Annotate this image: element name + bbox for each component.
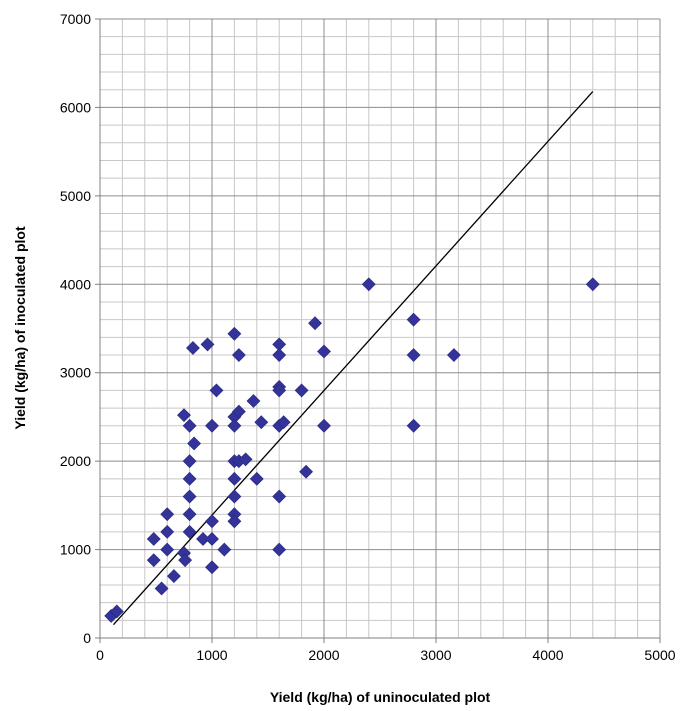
data-point xyxy=(146,553,161,568)
y-tick-label: 1000 xyxy=(60,542,91,558)
data-point xyxy=(186,341,200,355)
data-point xyxy=(361,277,376,292)
data-point xyxy=(272,383,287,398)
x-tick-label: 1000 xyxy=(196,647,227,663)
data-point xyxy=(205,418,219,433)
data-point xyxy=(406,418,421,433)
data-point xyxy=(209,383,224,398)
data-point xyxy=(160,524,175,539)
data-point xyxy=(200,337,215,352)
axes xyxy=(95,18,661,643)
data-point xyxy=(446,348,461,362)
data-point xyxy=(205,514,219,529)
data-point xyxy=(187,436,202,451)
data-point xyxy=(231,348,246,362)
grid-minor xyxy=(100,19,660,638)
data-point xyxy=(182,471,197,486)
data-point xyxy=(227,418,242,433)
y-tick-label: 6000 xyxy=(60,99,91,115)
data-point xyxy=(166,569,181,584)
data-point xyxy=(227,326,242,341)
data-point xyxy=(294,383,309,398)
data-point xyxy=(227,489,242,504)
y-tick-label: 0 xyxy=(83,630,91,646)
data-point xyxy=(317,344,331,359)
data-point xyxy=(272,542,287,557)
y-tick-label: 2000 xyxy=(60,453,91,469)
data-point xyxy=(317,418,331,433)
data-point xyxy=(231,404,246,419)
data-point xyxy=(109,604,124,619)
x-tick-label: 3000 xyxy=(420,647,451,663)
data-point xyxy=(182,507,197,522)
grid-major xyxy=(99,18,661,639)
data-point xyxy=(254,415,269,430)
y-tick-label: 3000 xyxy=(60,365,91,381)
trend-line xyxy=(112,91,594,626)
data-point xyxy=(160,542,175,557)
x-axis-title: Yield (kg/ha) of uninoculated plot xyxy=(270,689,491,705)
x-tick-label: 4000 xyxy=(532,647,563,663)
data-point xyxy=(154,581,169,596)
data-point xyxy=(585,277,600,292)
x-tick-label: 2000 xyxy=(308,647,339,663)
x-tick-labels: 0 1000 2000 3000 4000 5000 xyxy=(96,647,676,663)
y-tick-label: 7000 xyxy=(60,11,91,27)
x-tick-label: 5000 xyxy=(644,647,675,663)
data-point xyxy=(182,489,197,504)
data-point xyxy=(205,560,219,575)
data-point xyxy=(227,514,242,529)
data-point xyxy=(406,348,421,362)
data-point xyxy=(182,418,197,433)
data-point xyxy=(178,553,193,568)
data-point xyxy=(217,542,232,557)
data-point xyxy=(276,415,291,430)
y-tick-label: 4000 xyxy=(60,276,91,292)
data-point xyxy=(238,452,253,467)
data-point xyxy=(406,312,421,327)
x-tick-label: 0 xyxy=(96,647,104,663)
data-point xyxy=(249,471,264,486)
y-axis-title: Yield (kg/ha) of inoculated plot xyxy=(12,226,28,430)
fit-lines xyxy=(112,91,594,626)
data-point xyxy=(182,524,197,539)
data-point xyxy=(272,489,287,504)
data-point xyxy=(182,454,197,469)
data-point xyxy=(272,348,287,362)
y-tick-label: 5000 xyxy=(60,188,91,204)
data-point xyxy=(146,532,161,546)
data-markers xyxy=(104,277,600,623)
data-point xyxy=(299,464,314,479)
y-tick-labels: 0 1000 2000 3000 4000 5000 6000 7000 xyxy=(60,11,91,646)
data-point xyxy=(308,316,322,331)
data-point xyxy=(227,471,242,486)
data-point xyxy=(160,507,175,522)
data-point xyxy=(246,394,261,408)
data-point xyxy=(205,532,219,546)
data-point xyxy=(177,408,191,423)
